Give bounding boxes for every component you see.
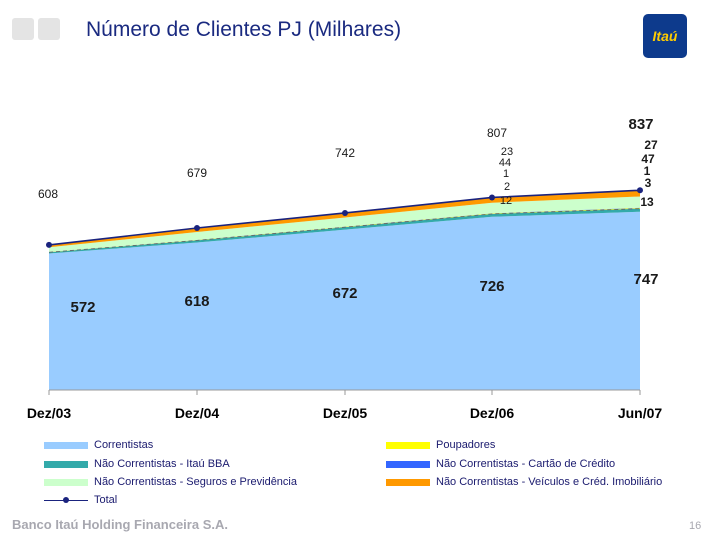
logo-text: Itaú: [652, 28, 678, 44]
legend-label-correntistas: Correntistas: [94, 439, 154, 451]
x-tick-label-4: Jun/07: [618, 405, 663, 421]
legend-item-total: Total: [44, 494, 117, 506]
legend-item-seguros: Não Correntistas - Seguros e Previdência: [44, 476, 297, 488]
label-correntistas-0: 572: [70, 299, 95, 316]
legend-label-seguros: Não Correntistas - Seguros e Previdência: [94, 476, 297, 488]
itau-logo: Itaú: [643, 14, 687, 58]
area-veiculos: [49, 190, 640, 248]
label-total-1: 679: [187, 166, 207, 180]
legend-item-correntistas: Correntistas: [44, 439, 153, 451]
label-correntistas-4: 747: [633, 271, 658, 288]
legend-item-veiculos: Não Correntistas - Veículos e Créd. Imob…: [386, 476, 662, 488]
legend-item-itau-bba: Não Correntistas - Itaú BBA: [44, 458, 230, 470]
x-tick-label-1: Dez/04: [175, 405, 220, 421]
legend-label-cartao: Não Correntistas - Cartão de Crédito: [436, 458, 616, 470]
total-point-1: [194, 224, 200, 231]
x-tick-label-0: Dez/03: [27, 405, 72, 421]
label-poupadores-jun07: 3: [645, 176, 652, 190]
total-point-0: [46, 241, 52, 248]
legend-swatch-correntistas: [44, 441, 88, 449]
label-cartao-jun07: 1: [644, 164, 651, 178]
decor-square-right: [38, 18, 60, 40]
label-veiculos-dez06: 23: [501, 146, 513, 158]
page-number: 16: [689, 520, 702, 532]
legend-swatch-seguros: [44, 478, 88, 486]
label-seguros-jun07: 47: [641, 152, 655, 166]
label-veiculos-jun07: 27: [644, 138, 658, 152]
label-cartao-dez06: 1: [503, 168, 509, 180]
total-point-4: [637, 187, 643, 194]
legend-swatch-cartao: [386, 460, 430, 468]
x-tick-label-2: Dez/05: [323, 405, 368, 421]
legend-swatch-poupadores: [386, 441, 430, 449]
footer-company-name: Banco Itaú Holding Financeira S.A.: [12, 517, 228, 532]
total-point-2: [342, 209, 348, 216]
legend-item-poupadores: Poupadores: [386, 439, 495, 451]
label-total-3: 807: [487, 126, 507, 140]
dashed-divider-line: [48, 208, 641, 253]
label-correntistas-2: 672: [332, 285, 357, 302]
label-total-0: 608: [38, 187, 58, 201]
legend-swatch-veiculos: [386, 478, 430, 486]
legend-label-itau-bba: Não Correntistas - Itaú BBA: [94, 458, 230, 470]
area-seguros: [49, 196, 640, 252]
label-total-4: 837: [628, 116, 653, 133]
label-seguros-dez06: 44: [499, 157, 511, 169]
x-tick-label-3: Dez/06: [470, 405, 515, 421]
page-title: Número de Clientes PJ (Milhares): [86, 18, 402, 41]
legend-swatch-itau-bba: [44, 460, 88, 468]
label-correntistas-1: 618: [184, 293, 209, 310]
label-correntistas-3: 726: [479, 278, 504, 295]
legend-item-cartao: Não Correntistas - Cartão de Crédito: [386, 458, 615, 470]
label-itau-bba-jun07: 13: [640, 195, 654, 209]
decor-square-left: [12, 18, 34, 40]
area-itau-bba: [49, 208, 640, 254]
legend-label-poupadores: Poupadores: [436, 439, 496, 451]
total-point-3: [489, 194, 495, 201]
legend-swatch-total: [44, 496, 88, 504]
label-itau-bba-dez06: 12: [500, 195, 512, 207]
legend-label-veiculos: Não Correntistas - Veículos e Créd. Imob…: [436, 476, 663, 488]
label-total-2: 742: [335, 146, 355, 160]
legend-label-total: Total: [94, 494, 118, 506]
label-poupadores-dez06: 2: [504, 181, 510, 193]
area-correntistas: [49, 211, 640, 390]
